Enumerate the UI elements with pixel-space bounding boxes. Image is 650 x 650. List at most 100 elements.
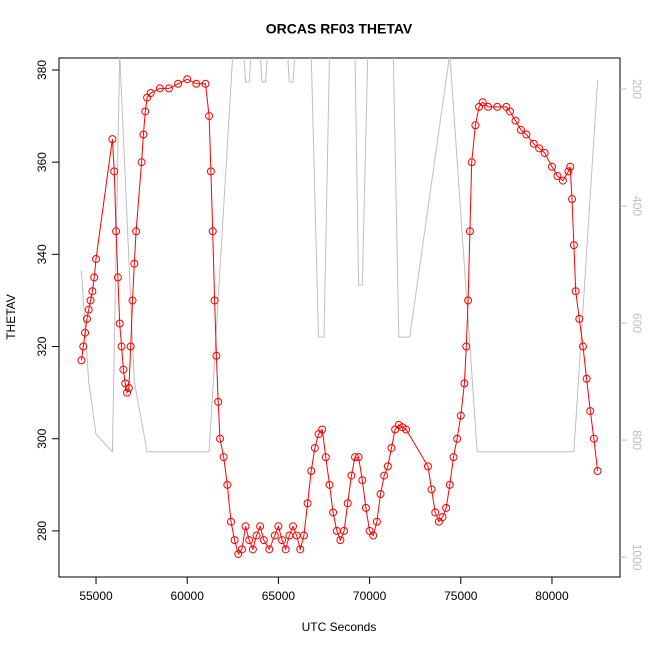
data-point (155, 84, 164, 93)
data-point (442, 503, 451, 512)
data-point (230, 536, 239, 545)
data-point (336, 536, 345, 545)
data-point (321, 453, 330, 462)
data-point (564, 167, 573, 176)
y-tick-label: 280 (35, 521, 49, 541)
data-point (484, 102, 493, 111)
data-point (329, 508, 338, 517)
data-point (303, 499, 312, 508)
data-point (130, 259, 139, 268)
data-point (201, 79, 210, 88)
data-point (431, 508, 440, 517)
data-point (132, 227, 141, 236)
data-point (478, 98, 487, 107)
data-point (214, 397, 223, 406)
data-point (256, 522, 265, 531)
data-point (343, 499, 352, 508)
data-point (210, 296, 219, 305)
data-point (259, 536, 268, 545)
data-point (137, 158, 146, 167)
data-point (571, 287, 580, 296)
data-point (278, 536, 287, 545)
data-point (568, 195, 577, 204)
data-point (223, 480, 232, 489)
data-point (578, 342, 587, 351)
data-point (589, 434, 598, 443)
data-point (582, 374, 591, 383)
data-point (462, 342, 471, 351)
data-point (112, 227, 121, 236)
data-point (354, 453, 363, 462)
plot-area (77, 58, 602, 558)
data-point (529, 139, 538, 148)
data-point (547, 162, 556, 171)
data-point (318, 425, 327, 434)
data-point (90, 273, 99, 282)
data-point (146, 89, 155, 98)
y2-tick-label: 200 (630, 79, 644, 99)
data-point (139, 130, 148, 139)
data-point (174, 79, 183, 88)
pressure-line (80, 58, 599, 454)
data-point (113, 273, 122, 282)
data-point (206, 167, 215, 176)
data-point (164, 84, 173, 93)
data-point (237, 545, 246, 554)
data-point (307, 466, 316, 475)
data-point (493, 102, 502, 111)
data-point (288, 522, 297, 531)
data-point (387, 443, 396, 452)
data-point (77, 356, 86, 365)
y-axis-label: THETAV (4, 294, 18, 340)
x-tick-label: 70000 (353, 589, 387, 603)
data-point (438, 513, 447, 522)
y2-tick-label: 1000 (630, 544, 644, 571)
data-point (361, 503, 370, 512)
data-point (92, 254, 101, 263)
data-point (449, 453, 458, 462)
data-point (212, 351, 221, 360)
y-tick-label: 320 (35, 336, 49, 356)
data-point (141, 107, 150, 116)
data-point (86, 296, 95, 305)
x-tick-label: 80000 (535, 589, 569, 603)
data-point (569, 241, 578, 250)
data-point (372, 517, 381, 526)
data-point (453, 434, 462, 443)
data-point (274, 522, 283, 531)
data-point (325, 480, 334, 489)
data-point (351, 453, 360, 462)
data-point (245, 536, 254, 545)
data-point (467, 158, 476, 167)
data-point (471, 121, 480, 130)
y-tick-label: 380 (35, 60, 49, 80)
data-point (383, 462, 392, 471)
data-point (270, 531, 279, 540)
data-point (88, 287, 97, 296)
data-point (522, 130, 531, 139)
data-point (123, 388, 132, 397)
x-axis-label: UTC Seconds (302, 620, 377, 634)
x-tick-label: 55000 (79, 589, 113, 603)
data-point (575, 314, 584, 323)
data-point (593, 466, 602, 475)
data-point (423, 462, 432, 471)
data-point (299, 531, 308, 540)
data-point (347, 471, 356, 480)
data-point (460, 379, 469, 388)
data-point (205, 112, 214, 121)
data-point (241, 522, 250, 531)
data-point (553, 171, 562, 180)
data-point (281, 545, 290, 554)
data-point (380, 471, 389, 480)
y-tick-label: 300 (35, 428, 49, 448)
data-point (376, 490, 385, 499)
data-point (296, 545, 305, 554)
data-point (108, 135, 117, 144)
data-point (126, 342, 135, 351)
data-point (516, 125, 525, 134)
y2-tick-label: 800 (630, 430, 644, 450)
x-tick-label: 60000 (171, 589, 205, 603)
